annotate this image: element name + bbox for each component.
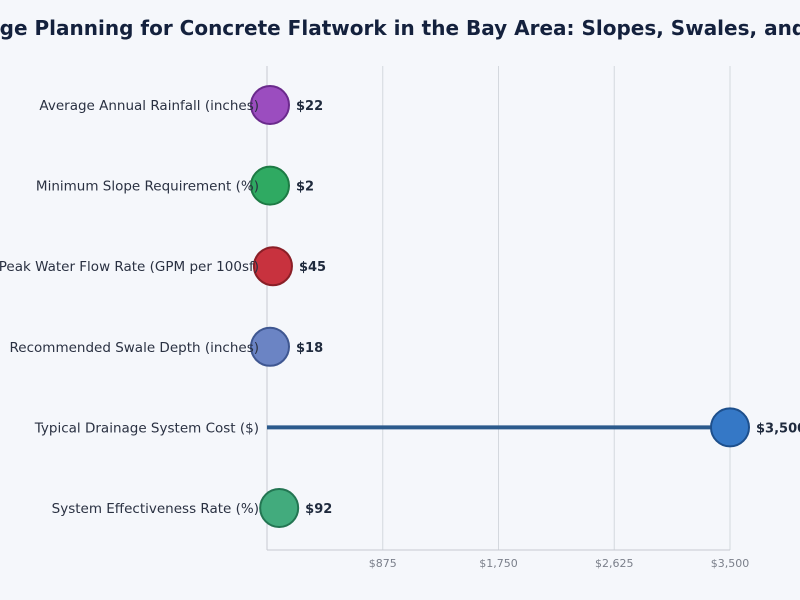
value-label: $22 <box>296 99 323 114</box>
x-tick-label: $1,750 <box>479 557 518 570</box>
value-labels: $22 $2 $45 $18 $3,500 $92 <box>296 99 800 517</box>
value-label: $45 <box>299 260 326 275</box>
point-marker <box>259 488 300 528</box>
category-labels: Average Annual Rainfall (inches) Minimum … <box>0 98 259 517</box>
category-label: Recommended Swale Depth (inches) <box>10 340 259 356</box>
category-label: Peak Water Flow Rate (GPM per 100sf) <box>0 259 259 275</box>
category-label: Average Annual Rainfall (inches) <box>39 98 259 114</box>
point-marker <box>250 85 290 125</box>
x-tick-label: $3,500 <box>711 557 750 570</box>
value-label: $2 <box>296 180 314 195</box>
x-tick-label: $875 <box>369 557 397 570</box>
value-label: $18 <box>296 341 323 356</box>
chart-title: Drainage Planning for Concrete Flatwork … <box>0 16 800 40</box>
point-marker <box>250 165 290 206</box>
category-label: System Effectiveness Rate (%) <box>52 501 259 517</box>
value-label: $3,500 <box>756 421 800 436</box>
point-marker <box>250 326 290 367</box>
axes <box>266 66 730 551</box>
value-label: $92 <box>305 502 332 517</box>
points <box>250 85 750 528</box>
grid-lines <box>382 66 731 550</box>
x-tick-labels: $875 $1,750 $2,625 $3,500 <box>369 557 750 570</box>
point-marker <box>710 407 750 448</box>
point-marker <box>252 246 293 287</box>
category-label: Typical Drainage System Cost ($) <box>34 420 259 436</box>
category-label: Minimum Slope Requirement (%) <box>36 179 259 195</box>
x-tick-label: $2,625 <box>595 557 634 570</box>
